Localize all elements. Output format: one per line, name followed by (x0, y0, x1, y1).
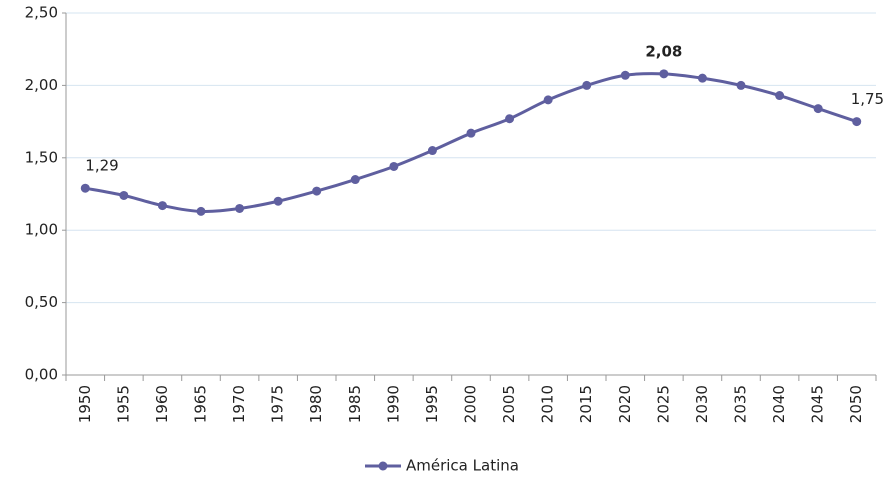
point (582, 80, 592, 90)
point (813, 104, 823, 114)
data-label: 1,29 (85, 157, 118, 175)
x-tick-label: 2050 (847, 385, 865, 423)
point (389, 161, 399, 171)
x-tick-label: 2010 (539, 385, 557, 423)
x-tick-label: 2020 (616, 385, 634, 423)
x-tick-label: 1975 (269, 385, 287, 423)
point (775, 91, 785, 101)
point (119, 190, 129, 200)
point (505, 114, 515, 124)
x-tick-label: 1970 (230, 385, 248, 423)
point (620, 70, 630, 80)
point (543, 95, 553, 105)
data-label: 2,08 (645, 42, 682, 60)
y-tick-label: 0,00 (25, 366, 58, 384)
point (736, 80, 746, 90)
data-label: 1,75 (851, 90, 884, 108)
x-tick-label: 1960 (153, 385, 171, 423)
y-tick-label: 2,50 (25, 4, 58, 22)
x-tick-label: 1950 (76, 385, 94, 423)
point (659, 69, 669, 79)
point (157, 201, 167, 211)
x-tick-label: 2025 (654, 385, 672, 423)
x-tick-label: 1955 (114, 385, 132, 423)
y-tick-label: 0,50 (25, 293, 58, 311)
x-tick-label: 2035 (732, 385, 750, 423)
x-tick-label: 1985 (346, 385, 364, 423)
y-tick-label: 2,00 (25, 76, 58, 94)
x-tick-label: 2045 (809, 385, 827, 423)
x-tick-label: 1980 (307, 385, 325, 423)
legend-label: América Latina (406, 457, 519, 475)
point (350, 175, 360, 185)
legend-marker (378, 461, 388, 471)
x-tick-label: 1990 (384, 385, 402, 423)
point (235, 203, 245, 213)
point (852, 117, 862, 127)
x-tick-label: 2015 (577, 385, 595, 423)
point (196, 206, 206, 216)
point (427, 146, 437, 156)
point (80, 183, 90, 193)
y-tick-label: 1,00 (25, 221, 58, 239)
x-tick-label: 1995 (423, 385, 441, 423)
x-tick-label: 2030 (693, 385, 711, 423)
x-tick-label: 2005 (500, 385, 518, 423)
series-line (85, 72, 858, 213)
point (466, 128, 476, 138)
point (273, 196, 283, 206)
point (312, 186, 322, 196)
x-tick-label: 2040 (770, 385, 788, 423)
x-tick-label: 2000 (462, 385, 480, 423)
y-tick-label: 1,50 (25, 148, 58, 166)
x-tick-label: 1965 (192, 385, 210, 423)
point (697, 73, 707, 83)
